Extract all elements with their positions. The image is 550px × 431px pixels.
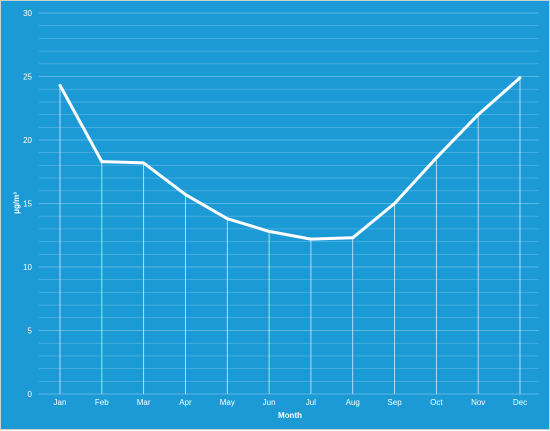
y-tick-label: 30	[23, 9, 32, 18]
x-tick-label: Feb	[95, 398, 109, 407]
y-tick-label: 20	[23, 136, 32, 145]
x-tick-label: Mar	[137, 398, 151, 407]
x-tick-label: Oct	[430, 398, 443, 407]
x-tick-label: Jul	[306, 398, 316, 407]
x-tick-label: Dec	[513, 398, 527, 407]
y-tick-label: 15	[23, 200, 32, 209]
y-tick-label: 10	[23, 263, 32, 272]
x-tick-label: Aug	[346, 398, 360, 407]
x-tick-label: Nov	[471, 398, 485, 407]
y-axis-ticks: 0 5 10 15 20 25 30	[23, 9, 32, 399]
x-axis-label: Month	[278, 411, 302, 420]
drop-lines	[59, 77, 521, 394]
x-tick-label: Sep	[387, 398, 402, 407]
x-tick-label: Jun	[263, 398, 276, 407]
y-tick-label: 5	[28, 327, 33, 336]
x-axis-ticks: Jan Feb Mar Apr May Jun Jul Aug Sep Oct Nov Dec	[54, 398, 528, 407]
y-axis-label: μg/m³	[12, 192, 21, 214]
series-line	[58, 76, 522, 241]
y-tick-label: 25	[23, 73, 32, 82]
x-tick-label: May	[220, 398, 235, 407]
x-tick-label: Apr	[179, 398, 192, 407]
gridlines	[39, 12, 539, 395]
y-tick-label: 0	[28, 390, 33, 399]
x-tick-label: Jan	[54, 398, 67, 407]
